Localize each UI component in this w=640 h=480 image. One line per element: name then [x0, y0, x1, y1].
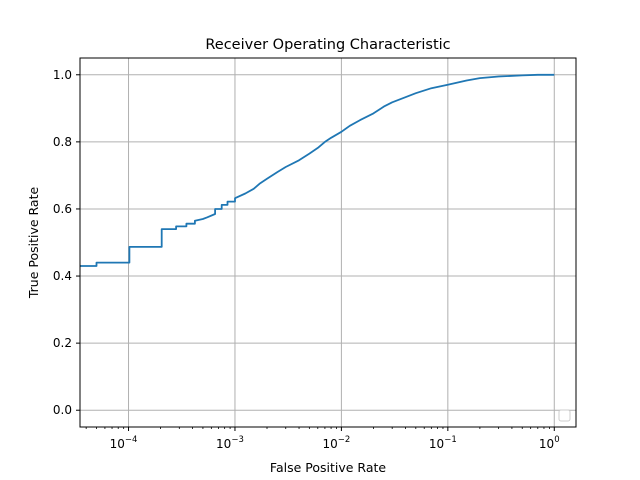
y-tick-label: 0.4 — [53, 269, 72, 283]
x-tick-label-exponent: −1 — [444, 435, 457, 445]
x-tick-label-base: 10 — [539, 437, 554, 451]
legend-box — [558, 409, 571, 422]
series-group — [80, 73, 555, 267]
y-tick-label: 0.8 — [53, 135, 72, 149]
x-tick-label: 10−1 — [429, 435, 457, 451]
y-tick-label: 1.0 — [53, 68, 72, 82]
x-tick-label: 100 — [539, 435, 560, 451]
x-tick-label: 10−3 — [216, 435, 244, 451]
chart-title: Receiver Operating Characteristic — [205, 37, 450, 53]
y-axis-label: True Positive Rate — [26, 187, 41, 300]
x-tick-label-exponent: 0 — [554, 435, 559, 445]
axes-frame — [79, 57, 577, 428]
x-axis-label: False Positive Rate — [270, 460, 386, 475]
x-tick-label-exponent: −4 — [125, 435, 138, 445]
x-tick-label-exponent: −3 — [231, 435, 244, 445]
x-tick-label: 10−4 — [110, 435, 138, 451]
x-tick-label: 10−2 — [322, 435, 350, 451]
roc-curve-line — [80, 73, 555, 267]
x-tick-label-base: 10 — [322, 437, 337, 451]
x-tick-label-base: 10 — [216, 437, 231, 451]
y-tick-label: 0.6 — [53, 202, 72, 216]
x-tick-label-exponent: −2 — [338, 435, 351, 445]
y-tick-label: 0.0 — [53, 403, 72, 417]
y-tick-label: 0.2 — [53, 336, 72, 350]
grid-lines — [80, 58, 576, 427]
x-tick-label-base: 10 — [429, 437, 444, 451]
x-tick-label-base: 10 — [110, 437, 125, 451]
